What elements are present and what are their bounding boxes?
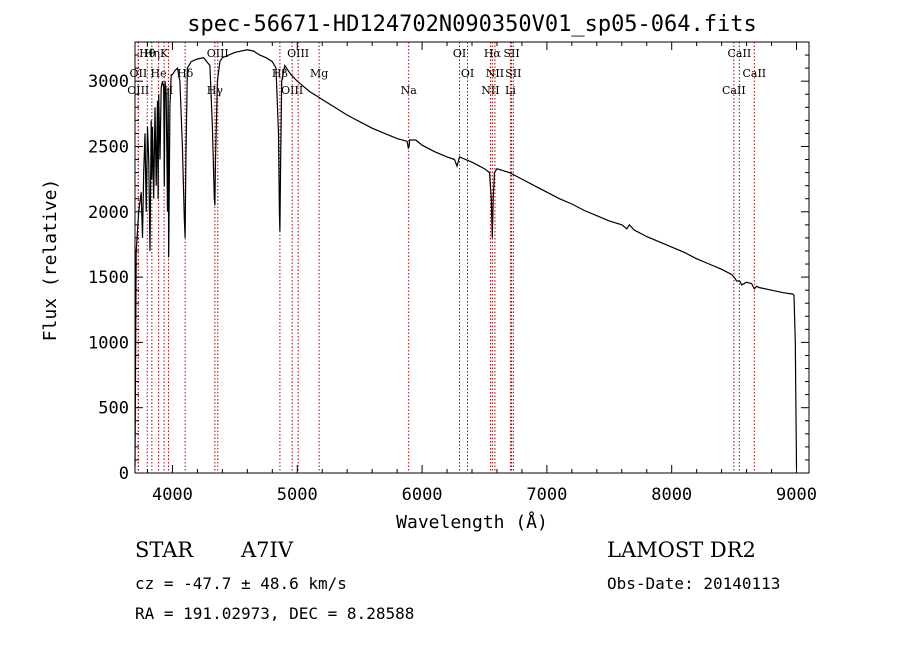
spectrum-line (134, 49, 798, 468)
y-axis-ticks: 0 500 1000 1500 2000 2500 3000 (88, 54, 809, 484)
observation-date: Obs-Date: 20140113 (607, 574, 781, 593)
line-label: OIII (207, 47, 229, 60)
y-tick-label: 0 (119, 464, 129, 484)
y-tick-label: 2500 (88, 137, 129, 157)
y-tick-label: 2000 (88, 203, 129, 223)
x-tick-label: 7000 (526, 485, 567, 505)
plot-frame (134, 41, 810, 474)
line-label: Li (505, 84, 516, 97)
line-label: NII (486, 67, 504, 80)
line-label: NII (481, 84, 499, 97)
line-label: Hη (144, 47, 160, 60)
y-tick-label: 1000 (88, 333, 129, 353)
x-tick-label: 6000 (402, 485, 443, 505)
chart-title: spec-56671-HD124702N090350V01_sp05-064.f… (187, 12, 757, 37)
spectral-line-labels: HθOIIOIIIHηHeHKHδHγOIIIHβOIIIOIIIMgNaOIO… (127, 47, 766, 97)
line-label: CaII (742, 67, 766, 80)
line-label: Hα (484, 47, 502, 60)
line-label: Na (401, 84, 418, 97)
y-tick-label: 500 (98, 399, 129, 419)
object-subclass: A7IV (241, 538, 293, 562)
line-label: Hδ (177, 67, 194, 80)
x-tick-label: 4000 (152, 485, 193, 505)
ra-dec-readout: RA = 191.02973, DEC = 8.28588 (135, 604, 415, 623)
line-label: Hγ (207, 84, 224, 97)
line-label: OI (461, 67, 474, 80)
x-tick-label: 9000 (776, 485, 817, 505)
line-label: SII (503, 47, 519, 60)
y-tick-label: 3000 (88, 72, 129, 92)
object-class: STAR (135, 538, 194, 562)
x-axis-label: Wavelength (Å) (396, 511, 548, 533)
line-label: Hβ (272, 67, 288, 80)
line-label: SII (505, 67, 521, 80)
line-label: K (160, 47, 169, 60)
x-tick-label: 5000 (277, 485, 318, 505)
line-label: OI (453, 47, 466, 60)
spectral-line-markers (137, 42, 755, 473)
line-label: OIII (281, 84, 303, 97)
line-label: Mg (310, 67, 328, 80)
x-axis-ticks: 4000 5000 6000 7000 8000 9000 (146, 42, 817, 505)
y-tick-label: 1500 (88, 268, 129, 288)
survey-name: LAMOST DR2 (607, 538, 756, 562)
line-label: CaII (722, 84, 746, 97)
line-label: He (151, 67, 167, 80)
redshift-readout: cz = -47.7 ± 48.6 km/s (135, 574, 347, 593)
line-label: CaII (728, 47, 752, 60)
line-label: OIII (127, 84, 149, 97)
y-axis-label: Flux (relative) (40, 179, 61, 342)
line-label: OIII (287, 47, 309, 60)
x-tick-label: 8000 (651, 485, 692, 505)
line-label: Hθ (139, 47, 156, 60)
line-label: OII (130, 67, 148, 80)
